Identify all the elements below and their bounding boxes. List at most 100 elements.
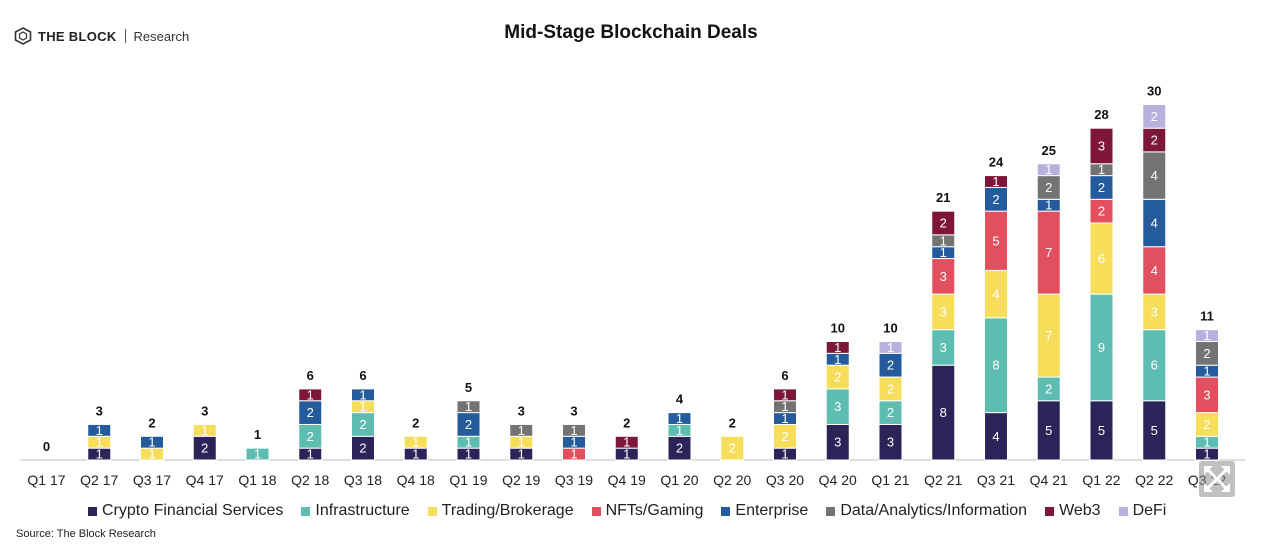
legend-item: Trading/Brokerage <box>427 502 574 520</box>
bar-total-label: 4 <box>676 392 684 407</box>
bar-total-label: 2 <box>623 415 630 430</box>
segment-value-label: 2 <box>887 381 894 396</box>
segment-value-label: 1 <box>834 340 841 355</box>
bar-segment <box>825 341 850 354</box>
segment-value-label: 3 <box>940 304 947 319</box>
segment-value-label: 2 <box>307 429 314 444</box>
segment-value-label: 1 <box>623 435 630 450</box>
segment-value-label: 1 <box>992 174 999 189</box>
bar-segment <box>562 423 586 437</box>
segment-value-label: 1 <box>518 447 525 462</box>
x-tick-label: Q2 17 <box>80 472 118 488</box>
segment-value-label: 1 <box>465 447 472 462</box>
segment-value-label: 6 <box>1098 251 1105 266</box>
logo-subtitle: Research <box>133 28 190 44</box>
x-tick-label: Q2 19 <box>502 472 540 488</box>
legend-item: Data/Analytics/Information <box>826 502 1027 520</box>
bar-total-label: 3 <box>96 403 103 418</box>
segment-value-label: 1 <box>96 447 103 462</box>
segment-value-label: 2 <box>359 417 366 432</box>
segment-value-label: 1 <box>1203 435 1210 450</box>
bar-total-label: 5 <box>465 380 472 395</box>
legend-swatch <box>591 506 601 516</box>
segment-value-label: 7 <box>1045 328 1052 343</box>
legend-label: Trading/Brokerage <box>441 502 574 519</box>
bar-segment <box>140 435 164 449</box>
segment-value-label: 1 <box>465 399 472 414</box>
legend-label: Infrastructure <box>315 502 410 519</box>
x-tick-label: Q1 21 <box>871 472 909 488</box>
x-tick-label: Q4 18 <box>397 472 435 488</box>
bar-total-label: 3 <box>570 403 577 418</box>
x-tick-label: Q3 17 <box>133 472 171 488</box>
segment-value-label: 2 <box>1203 417 1210 432</box>
segment-value-label: 2 <box>729 441 736 456</box>
bar-segment <box>87 423 112 437</box>
bar-total-label: 21 <box>936 190 950 205</box>
segment-value-label: 4 <box>1151 216 1158 231</box>
segment-value-label: 7 <box>1045 245 1052 260</box>
segment-value-label: 2 <box>1151 109 1158 124</box>
segment-value-label: 3 <box>834 435 841 450</box>
legend-label: DeFi <box>1132 502 1167 519</box>
segment-value-label: 1 <box>148 435 155 450</box>
segment-value-label: 4 <box>992 287 999 302</box>
segment-value-label: 1 <box>148 447 155 462</box>
legend-swatch <box>88 506 97 516</box>
expand-arrows-icon[interactable] <box>1199 461 1235 497</box>
segment-value-label: 1 <box>570 435 577 450</box>
legend-swatch <box>826 506 836 516</box>
segment-value-label: 3 <box>940 269 947 284</box>
segment-value-label: 2 <box>887 358 894 373</box>
segment-value-label: 2 <box>1098 204 1105 219</box>
segment-value-label: 5 <box>1151 423 1158 438</box>
segment-value-label: 1 <box>518 435 525 450</box>
segment-value-label: 3 <box>1151 304 1158 319</box>
segment-value-label: 2 <box>201 441 208 456</box>
segment-value-label: 1 <box>96 423 103 438</box>
x-tick-label: Q1 18 <box>238 472 276 488</box>
logo-brand: THE BLOCK <box>38 28 117 44</box>
segment-value-label: 4 <box>992 429 999 444</box>
segment-value-label: 1 <box>1045 198 1052 213</box>
x-tick-label: Q1 20 <box>660 472 698 488</box>
segment-value-label: 2 <box>359 441 366 456</box>
bar-segment <box>1089 127 1114 165</box>
x-tick-label: Q4 19 <box>608 472 646 488</box>
segment-value-label: 3 <box>1098 138 1105 153</box>
bar-total-label: 11 <box>1200 309 1214 324</box>
segment-value-label: 1 <box>1098 162 1105 177</box>
x-tick-label: Q3 19 <box>555 472 593 488</box>
bar-segment <box>245 447 270 461</box>
segment-value-label: 2 <box>940 216 947 231</box>
bar-segment <box>984 175 1008 188</box>
segment-value-label: 1 <box>465 435 472 450</box>
bar-segment <box>1142 104 1167 129</box>
legend-label: Crypto Financial Services <box>102 502 284 519</box>
legend-item: NFTs/Gaming <box>591 502 703 520</box>
segment-value-label: 5 <box>1045 423 1052 438</box>
segment-value-label: 2 <box>1045 381 1052 396</box>
bar-segment <box>403 435 428 449</box>
segment-value-label: 1 <box>570 423 577 438</box>
segment-value-label: 1 <box>940 245 947 260</box>
bar-total-label: 1 <box>254 427 261 442</box>
chart-title: Mid-Stage Blockchain Deals <box>504 22 758 43</box>
segment-value-label: 3 <box>940 340 947 355</box>
segment-value-label: 4 <box>1151 263 1158 278</box>
segment-value-label: 1 <box>940 233 947 248</box>
x-tick-label: Q1 22 <box>1082 472 1120 488</box>
segment-value-label: 1 <box>887 340 894 355</box>
segment-value-label: 2 <box>1098 180 1105 195</box>
segment-value-label: 8 <box>940 405 947 420</box>
bar-total-label: 3 <box>518 403 525 418</box>
segment-value-label: 2 <box>465 417 472 432</box>
segment-value-label: 1 <box>623 447 630 462</box>
bar-segment <box>509 423 534 437</box>
bar-total-label: 24 <box>989 155 1004 170</box>
x-tick-label: Q1 17 <box>27 472 65 488</box>
segment-value-label: 1 <box>359 387 366 402</box>
segment-value-label: 1 <box>307 447 314 462</box>
segment-value-label: 1 <box>201 423 208 438</box>
segment-value-label: 2 <box>307 405 314 420</box>
